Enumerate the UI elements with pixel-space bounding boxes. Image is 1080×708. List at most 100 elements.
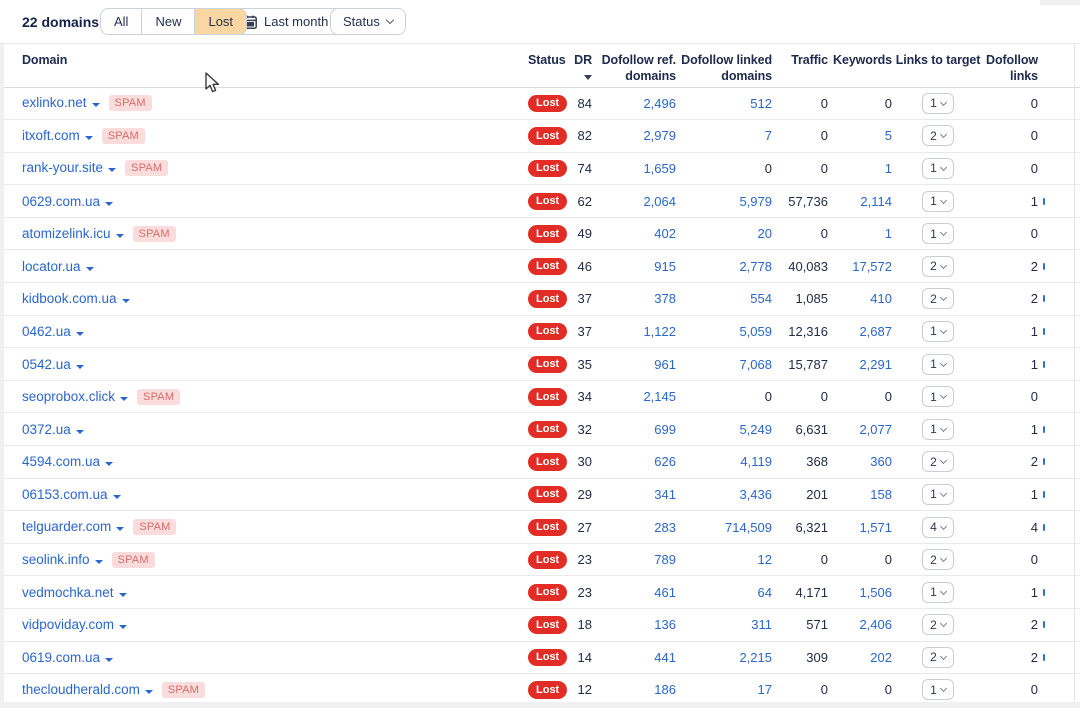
dofollow-linked-domains-value[interactable]: 3,436 [739,486,772,502]
keywords-value[interactable]: 158 [870,486,892,502]
links-to-target-select[interactable]: 1 [922,223,954,245]
dofollow-ref-domains-value[interactable]: 2,145 [643,389,676,405]
dofollow-linked-domains-value[interactable]: 5,059 [739,323,772,339]
links-to-target-select[interactable]: 1 [922,418,954,440]
domain-link[interactable]: 06153.com.ua [22,486,108,502]
links-to-target-select[interactable]: 2 [922,614,954,636]
keywords-value[interactable]: 1 [884,226,892,242]
chevron-down-icon[interactable] [84,135,93,140]
dofollow-linked-domains-value[interactable]: 7,068 [739,356,772,372]
links-to-target-select[interactable]: 1 [922,483,954,505]
links-to-target-select[interactable]: 1 [922,386,954,408]
domain-link[interactable]: 0372.ua [22,421,71,437]
keywords-value[interactable]: 2,687 [859,323,892,339]
domain-link[interactable]: 0619.com.ua [22,649,101,665]
dofollow-ref-domains-value[interactable]: 461 [654,584,676,600]
chevron-down-icon[interactable] [121,299,130,304]
column-header-domain[interactable]: Domain [22,53,68,67]
chevron-down-icon[interactable] [144,689,153,694]
dofollow-linked-domains-value[interactable]: 20 [757,226,772,242]
chevron-down-icon[interactable] [75,364,84,369]
domain-link[interactable]: locator.ua [22,258,81,274]
domain-link[interactable]: 0629.com.ua [22,193,101,209]
domain-link[interactable]: exlinko.net [22,95,87,111]
keywords-value[interactable]: 5 [884,128,892,144]
dofollow-ref-domains-value[interactable]: 789 [654,552,676,568]
links-to-target-select[interactable]: 1 [922,353,954,375]
chevron-down-icon[interactable] [119,625,128,630]
chevron-down-icon[interactable] [75,331,84,336]
dofollow-linked-domains-value[interactable]: 12 [757,552,772,568]
dofollow-linked-domains-value[interactable]: 2,778 [739,258,772,274]
domain-link[interactable]: thecloudherald.com [22,681,140,697]
filter-lost-button[interactable]: Lost [194,8,248,35]
dofollow-linked-domains-value[interactable]: 5,249 [739,421,772,437]
domain-link[interactable]: kidbook.com.ua [22,291,117,307]
links-to-target-select[interactable]: 1 [922,679,954,701]
dofollow-ref-domains-value[interactable]: 186 [654,682,676,698]
links-to-target-select[interactable]: 2 [922,125,954,147]
links-to-target-select[interactable]: 4 [922,516,954,538]
dofollow-ref-domains-value[interactable]: 961 [654,356,676,372]
keywords-value[interactable]: 2,077 [859,421,892,437]
links-to-target-select[interactable]: 2 [922,288,954,310]
filter-all-button[interactable]: All [100,8,143,35]
chevron-down-icon[interactable] [105,201,114,206]
keywords-value[interactable]: 2,406 [859,617,892,633]
keywords-value[interactable]: 1,506 [859,584,892,600]
domain-link[interactable]: 0462.ua [22,323,71,339]
chevron-down-icon[interactable] [105,657,114,662]
links-to-target-select[interactable]: 1 [922,190,954,212]
status-filter-dropdown[interactable]: Status [330,8,406,35]
keywords-value[interactable]: 1 [884,160,892,176]
chevron-down-icon[interactable] [118,592,127,597]
dofollow-ref-domains-value[interactable]: 2,496 [643,95,676,111]
filter-new-button[interactable]: New [141,8,196,35]
dofollow-linked-domains-value[interactable]: 311 [751,617,772,633]
dofollow-ref-domains-value[interactable]: 402 [654,226,676,242]
keywords-value[interactable]: 410 [870,291,892,307]
keywords-value[interactable]: 2,114 [860,193,892,209]
dofollow-ref-domains-value[interactable]: 1,659 [643,160,676,176]
keywords-value[interactable]: 360 [870,454,892,470]
dofollow-ref-domains-value[interactable]: 626 [654,454,676,470]
keywords-value[interactable]: 17,572 [852,258,892,274]
chevron-down-icon[interactable] [108,168,117,173]
links-to-target-select[interactable]: 2 [922,646,954,668]
dofollow-ref-domains-value[interactable]: 915 [654,258,676,274]
column-header-keywords[interactable]: Keywords [833,53,892,67]
domain-link[interactable]: telguarder.com [22,519,112,535]
links-to-target-select[interactable]: 2 [922,451,954,473]
dofollow-linked-domains-value[interactable]: 512 [750,95,772,111]
column-header-ref-domains[interactable]: Dofollow ref. domains [601,53,676,84]
links-to-target-select[interactable]: 2 [922,549,954,571]
dofollow-linked-domains-value[interactable]: 64 [757,584,772,600]
column-header-linked-domains[interactable]: Dofollow linked domains [681,53,772,84]
domain-link[interactable]: vedmochka.net [22,584,114,600]
chevron-down-icon[interactable] [115,233,124,238]
chevron-down-icon[interactable] [75,429,84,434]
domain-link[interactable]: 0542.ua [22,356,71,372]
links-to-target-select[interactable]: 1 [922,157,954,179]
dofollow-ref-domains-value[interactable]: 1,122 [643,323,676,339]
dofollow-linked-domains-value[interactable]: 714,509 [725,519,772,535]
links-to-target-select[interactable]: 1 [922,320,954,342]
column-header-status[interactable]: Status [528,53,566,67]
dofollow-ref-domains-value[interactable]: 341 [654,486,676,502]
keywords-value[interactable]: 2,291 [859,356,892,372]
links-to-target-select[interactable]: 1 [922,581,954,603]
chevron-down-icon[interactable] [94,559,103,564]
domain-link[interactable]: vidpoviday.com [22,617,115,633]
domain-link[interactable]: itxoft.com [22,127,80,143]
domain-link[interactable]: seolink.info [22,551,90,567]
dofollow-ref-domains-value[interactable]: 283 [654,519,676,535]
dofollow-ref-domains-value[interactable]: 136 [654,617,676,633]
dofollow-ref-domains-value[interactable]: 441 [654,649,676,665]
keywords-value[interactable]: 1,571 [859,519,892,535]
dofollow-ref-domains-value[interactable]: 378 [654,291,676,307]
chevron-down-icon[interactable] [112,494,121,499]
domain-link[interactable]: 4594.com.ua [22,454,101,470]
chevron-down-icon[interactable] [105,462,114,467]
chevron-down-icon[interactable] [91,103,100,108]
dofollow-linked-domains-value[interactable]: 4,119 [740,454,772,470]
